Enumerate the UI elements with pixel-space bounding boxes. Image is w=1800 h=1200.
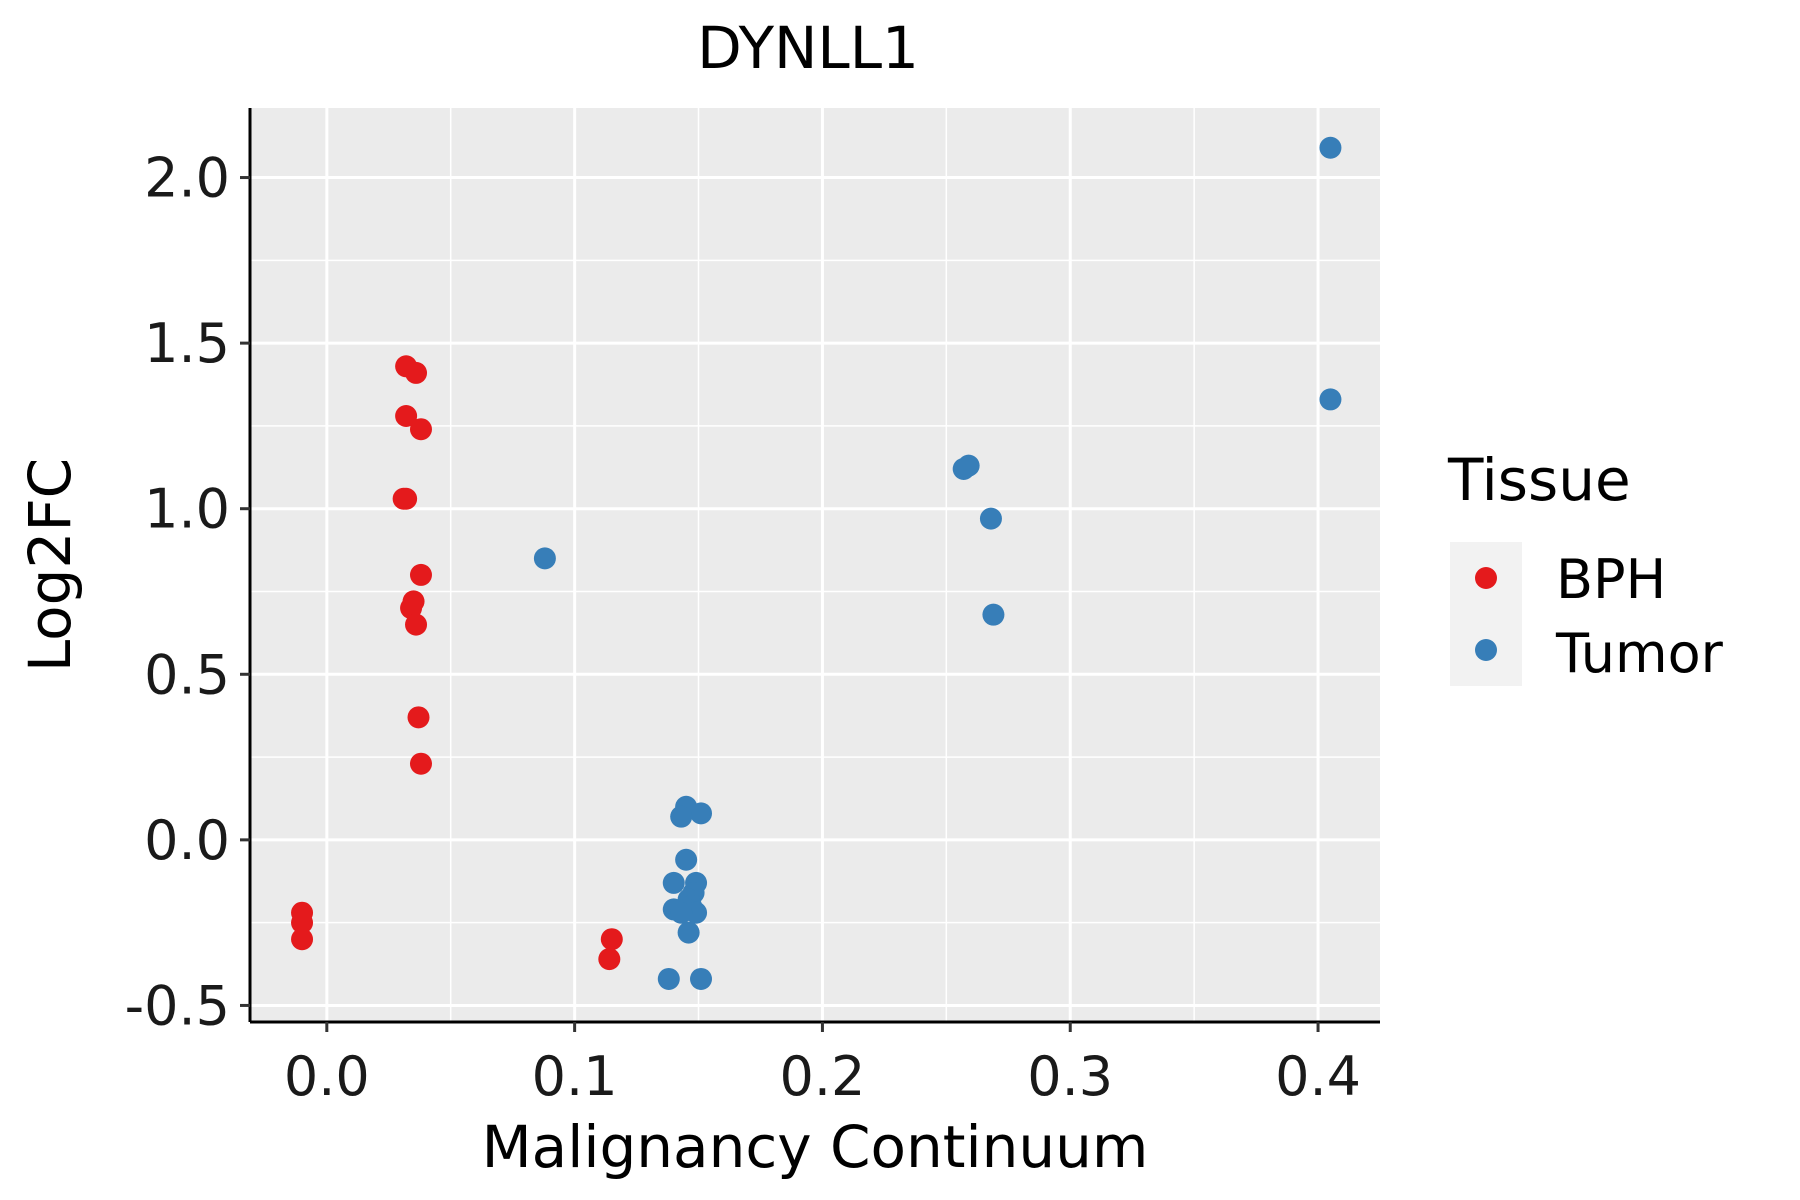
legend-label-bph: BPH <box>1556 548 1666 611</box>
point-bph <box>409 752 432 775</box>
data-points <box>291 136 1342 990</box>
point-tumor <box>1319 388 1342 411</box>
point-tumor <box>677 921 700 944</box>
legend-key-bph <box>1475 567 1497 589</box>
point-bph <box>400 597 423 620</box>
point-tumor <box>690 802 713 825</box>
point-tumor <box>979 507 1002 530</box>
legend-key-tumor <box>1475 639 1497 661</box>
point-tumor <box>657 967 680 990</box>
point-bph <box>409 418 432 441</box>
point-bph <box>395 487 418 510</box>
point-bph <box>405 613 428 636</box>
x-tick-label: 0.2 <box>779 1045 865 1108</box>
point-tumor <box>670 805 693 828</box>
point-bph <box>405 361 428 384</box>
legend: Tissue BPH Tumor <box>1447 446 1724 686</box>
legend-title: Tissue <box>1447 446 1631 514</box>
point-bph <box>600 928 623 951</box>
point-tumor <box>670 901 693 924</box>
point-tumor <box>957 454 980 477</box>
major-gridlines <box>250 108 1380 1022</box>
point-tumor <box>982 603 1005 626</box>
x-tick-label: 0.3 <box>1027 1045 1113 1108</box>
chart-title: DYNLL1 <box>697 14 919 82</box>
x-axis-ticks: 0.0 0.1 0.2 0.3 0.4 <box>284 1022 1361 1108</box>
point-bph <box>409 563 432 586</box>
point-bph <box>291 911 314 934</box>
x-tick-label: 0.1 <box>532 1045 618 1108</box>
y-tick-label: 2.0 <box>144 147 230 210</box>
point-bph <box>598 948 621 971</box>
y-tick-label: 0.0 <box>144 809 230 872</box>
legend-label-tumor: Tumor <box>1555 622 1724 685</box>
y-tick-label: 1.0 <box>144 478 230 541</box>
point-bph <box>395 404 418 427</box>
point-tumor <box>690 967 713 990</box>
x-axis-title: Malignancy Continuum <box>482 1113 1149 1181</box>
y-tick-label: 1.5 <box>144 312 230 375</box>
x-tick-label: 0.4 <box>1275 1045 1361 1108</box>
minor-gridlines <box>250 108 1380 1022</box>
point-tumor <box>1319 136 1342 159</box>
x-tick-label: 0.0 <box>284 1045 370 1108</box>
y-tick-label: -0.5 <box>125 974 230 1037</box>
point-tumor <box>533 547 556 570</box>
y-axis-title: Log2FC <box>16 458 84 672</box>
point-bph <box>407 706 430 729</box>
y-axis-ticks: -0.5 0.0 0.5 1.0 1.5 2.0 <box>125 147 250 1037</box>
point-tumor <box>662 871 685 894</box>
point-bph <box>291 928 314 951</box>
point-tumor <box>675 848 698 871</box>
y-tick-label: 0.5 <box>144 643 230 706</box>
